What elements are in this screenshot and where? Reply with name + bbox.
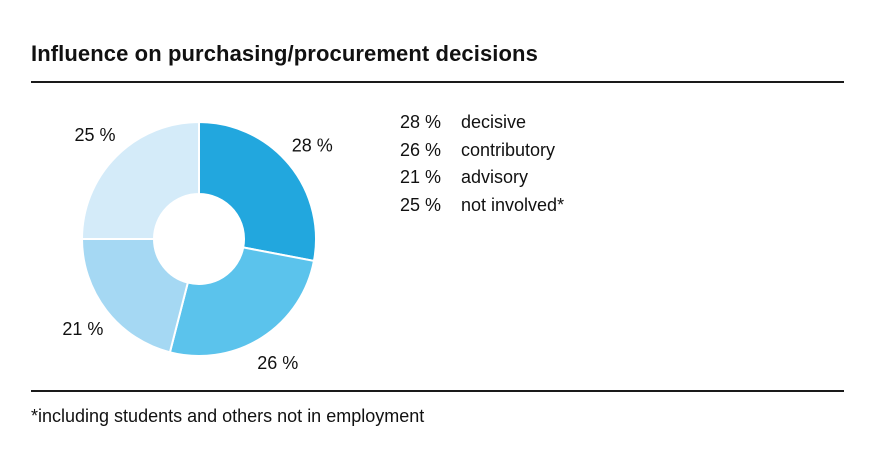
footnote: *including students and others not in em… [31,406,425,426]
donut-chart-svg: 28 % 26 % 21 % 25 % [62,120,333,373]
donut-chart: 28 % 26 % 21 % 25 % [0,84,420,388]
donut-slice-advisory [80,238,190,354]
legend: 28 % decisive 26 % contributory 21 % adv… [400,109,564,219]
donut-slice-contributory [168,246,316,357]
legend-value: 28 % [400,112,442,132]
legend-value: 21 % [400,167,442,187]
slice-label-not-involved: 25 % [75,125,116,145]
legend-value: 26 % [400,139,442,160]
donut-slice-not-involved [80,120,200,240]
top-divider [31,81,844,83]
legend-label: not involved* [461,194,565,215]
donut-slice-decisive [198,120,317,263]
legend-item-advisory: 21 % advisory [400,164,564,192]
bottom-divider [31,390,844,392]
legend-label: contributory [461,139,556,160]
slice-label-contributory: 26 % [257,353,298,373]
legend-label: advisory [461,167,529,187]
legend-item-decisive: 28 % decisive [400,109,564,137]
legend-label: decisive [461,112,527,132]
chart-title: Influence on purchasing/procurement deci… [31,41,538,66]
slice-label-advisory: 21 % [62,319,103,339]
legend-value: 25 % [400,194,442,215]
legend-item-not-involved: 25 % not involved* [400,192,564,220]
slice-label-decisive: 28 % [292,135,333,155]
legend-item-contributory: 26 % contributory [400,137,564,165]
